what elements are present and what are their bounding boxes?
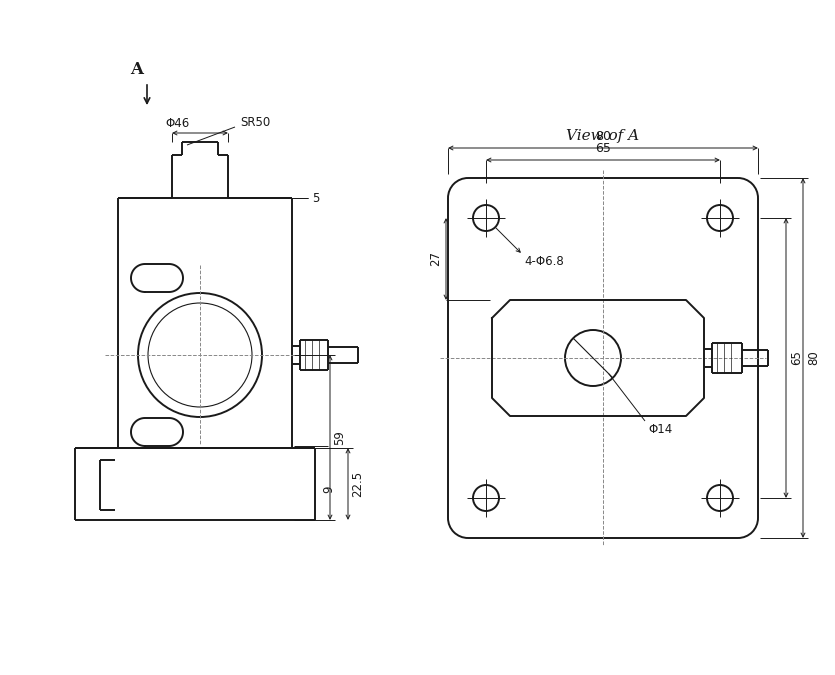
Text: 59: 59 [333, 430, 346, 445]
Text: Φ14: Φ14 [648, 423, 672, 436]
Text: Φ46: Φ46 [166, 117, 190, 130]
Text: 5: 5 [312, 192, 319, 205]
Text: SR50: SR50 [240, 115, 271, 128]
Text: View of A: View of A [566, 129, 640, 143]
Text: 22.5: 22.5 [351, 471, 364, 497]
Text: 4-Φ6.8: 4-Φ6.8 [524, 255, 564, 268]
Text: 9: 9 [322, 485, 335, 493]
Text: 80: 80 [595, 130, 611, 143]
Text: A: A [130, 61, 144, 78]
Text: 80: 80 [807, 350, 820, 365]
Text: 65: 65 [790, 350, 803, 365]
Text: 27: 27 [429, 252, 442, 267]
Text: 65: 65 [595, 142, 611, 155]
